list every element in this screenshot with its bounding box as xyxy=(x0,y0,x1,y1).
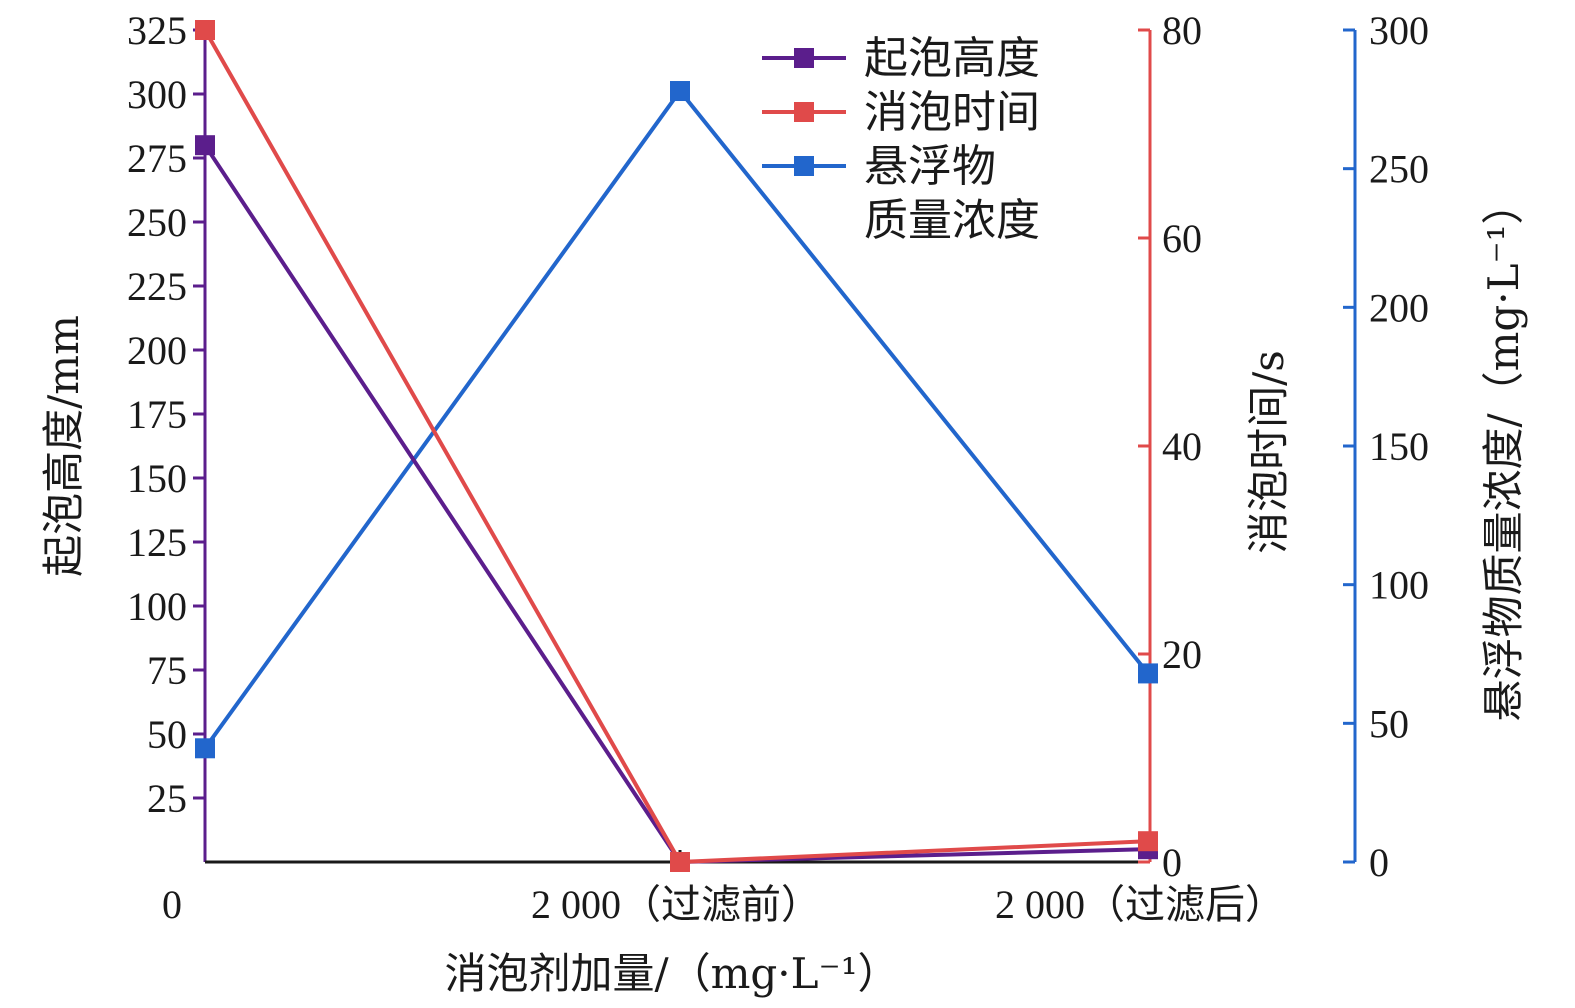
right2-axis-title: 悬浮物质量浓度/（mg·L⁻¹） xyxy=(1479,182,1528,721)
right2-axis-tick-label: 200 xyxy=(1369,285,1429,330)
series-line xyxy=(203,89,1150,750)
legend-label: 起泡高度 xyxy=(864,33,1040,84)
right1-axis-tick-label: 40 xyxy=(1162,424,1202,469)
series-marker xyxy=(1138,663,1158,684)
right2-axis-tick-label: 0 xyxy=(1369,840,1389,885)
right1-axis-tick-label: 80 xyxy=(1162,8,1202,53)
legend-marker xyxy=(794,102,814,122)
left-axis-tick-label: 325 xyxy=(127,8,187,53)
right2-axis-tick-label: 300 xyxy=(1369,8,1429,53)
x-axis-tick-label: 2 000（过滤后） xyxy=(995,882,1285,927)
left-axis-tick-label: 150 xyxy=(127,456,187,501)
left-axis-title: 起泡高度/mm xyxy=(39,315,88,577)
series-marker xyxy=(670,81,690,102)
series-marker xyxy=(1138,831,1158,852)
x-axis-tick-label: 0 xyxy=(162,882,182,927)
right1-axis-tick-label: 60 xyxy=(1162,216,1202,261)
left-axis-tick-label: 250 xyxy=(127,200,187,245)
x-axis-title: 消泡剂加量/（mg·L⁻¹） xyxy=(444,949,899,998)
left-axis-tick-label: 300 xyxy=(127,72,187,117)
left-axis-tick-label: 50 xyxy=(147,712,187,757)
right1-axis-tick-label: 0 xyxy=(1162,840,1182,885)
right1-axis-tick-label: 20 xyxy=(1162,632,1202,677)
series-marker xyxy=(195,135,215,156)
left-axis-tick-label: 225 xyxy=(127,264,187,309)
left-axis-tick-label: 125 xyxy=(127,520,187,565)
left-axis-tick-label: 275 xyxy=(127,136,187,181)
right2-axis-tick-label: 250 xyxy=(1369,147,1429,192)
series-line xyxy=(203,29,1149,864)
right2-axis-tick-label: 100 xyxy=(1369,563,1429,608)
left-axis-tick-label: 175 xyxy=(127,392,187,437)
series-marker xyxy=(195,20,215,40)
legend-label: 悬浮物质量浓度 xyxy=(864,141,1040,246)
legend-marker xyxy=(794,48,814,68)
left-axis-tick-label: 25 xyxy=(147,776,187,821)
left-axis-tick-label: 100 xyxy=(127,584,187,629)
series-marker xyxy=(195,738,215,759)
series-marker xyxy=(670,852,690,872)
x-axis-tick-label: 2 000（过滤前） xyxy=(531,882,821,927)
legend-marker xyxy=(794,156,814,176)
right2-axis-tick-label: 150 xyxy=(1369,424,1429,469)
legend-label: 消泡时间 xyxy=(864,87,1040,138)
right1-axis-title: 消泡时间/s xyxy=(1244,350,1293,554)
series-line xyxy=(203,144,1149,864)
left-axis-tick-label: 75 xyxy=(147,648,187,693)
right2-axis-tick-label: 50 xyxy=(1369,701,1409,746)
left-axis-tick-label: 200 xyxy=(127,328,187,373)
